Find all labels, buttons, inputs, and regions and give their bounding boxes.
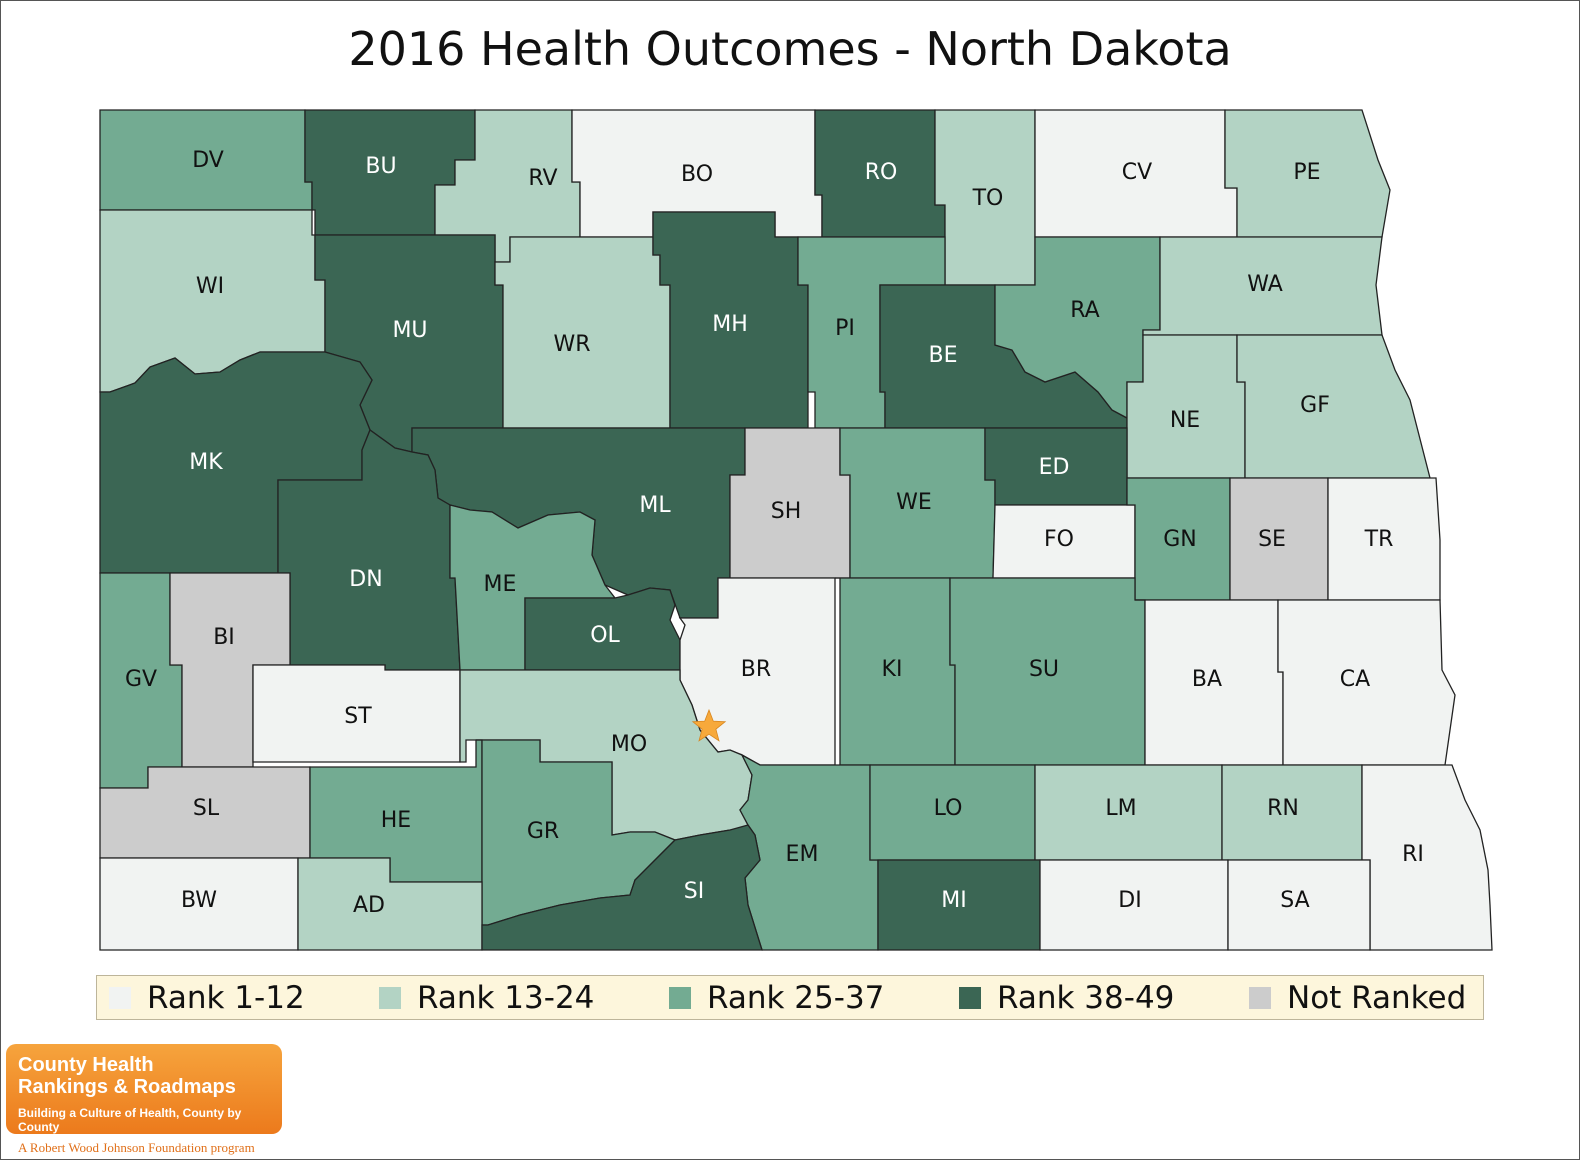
county-label-bu: BU (365, 154, 396, 179)
county-label-me: ME (484, 572, 517, 597)
county-label-se: SE (1258, 527, 1286, 552)
legend-item-not-ranked: Not Ranked (1249, 976, 1466, 1019)
county-label-be: BE (929, 343, 958, 368)
legend: Rank 1-12 Rank 13-24 Rank 25-37 Rank 38-49 N… (96, 975, 1484, 1020)
county-label-si: SI (684, 879, 704, 904)
county-label-cv: CV (1122, 160, 1152, 185)
county-si (481, 824, 763, 951)
county-tr (1327, 477, 1441, 601)
capital-star-icon (691, 708, 727, 742)
county-me (449, 504, 617, 671)
county-label-lo: LO (934, 796, 963, 821)
county-label-bo: BO (681, 162, 713, 187)
county-label-ol: OL (590, 623, 620, 648)
county-label-bi: BI (213, 625, 235, 650)
county-label-em: EM (786, 842, 819, 867)
legend-item-rank-1-12: Rank 1-12 (109, 976, 305, 1019)
legend-item-rank-25-37: Rank 25-37 (669, 976, 884, 1019)
legend-label: Rank 25-37 (707, 979, 885, 1016)
logo-tagline: Building a Culture of Health, County by … (18, 1106, 242, 1134)
logo-line-1: County Health (18, 1054, 154, 1076)
county-label-gn: GN (1163, 527, 1197, 552)
county-label-br: BR (741, 657, 771, 682)
legend-item-rank-38-49: Rank 38-49 (959, 976, 1174, 1019)
county-gf (1236, 334, 1431, 479)
county-label-sh: SH (771, 499, 802, 524)
county-label-lm: LM (1105, 796, 1136, 821)
county-label-to: TO (972, 186, 1004, 211)
county-label-ml: ML (639, 493, 671, 518)
legend-item-rank-13-24: Rank 13-24 (379, 976, 594, 1019)
legend-swatch (959, 986, 981, 1009)
logo-line-2: Rankings & Roadmaps (18, 1076, 236, 1098)
county-label-we: WE (896, 490, 932, 515)
county-label-wr: WR (553, 332, 590, 357)
county-label-ad: AD (353, 893, 385, 918)
county-label-ri: RI (1402, 842, 1424, 867)
legend-swatch (669, 986, 691, 1009)
county-label-he: HE (381, 808, 411, 833)
county-label-rv: RV (528, 166, 557, 191)
county-label-wa: WA (1247, 272, 1283, 297)
legend-label: Rank 1-12 (147, 979, 305, 1016)
county-label-ca: CA (1340, 667, 1370, 692)
county-sa (1227, 859, 1371, 951)
legend-label: Rank 38-49 (997, 979, 1175, 1016)
county-label-ed: ED (1039, 455, 1070, 480)
county-label-ki: KI (882, 657, 903, 682)
county-label-st: ST (344, 704, 372, 729)
county-label-su: SU (1029, 657, 1059, 682)
county-label-ro: RO (865, 160, 898, 185)
county-label-sa: SA (1280, 888, 1309, 913)
county-health-rankings-logo: County Health Rankings & Roadmaps Buildi… (6, 1044, 282, 1134)
county-label-ra: RA (1070, 298, 1099, 323)
legend-swatch (379, 986, 401, 1009)
legend-swatch (1249, 986, 1271, 1009)
county-ad (297, 857, 483, 951)
county-ne (1126, 334, 1246, 479)
map-title: 2016 Health Outcomes - North Dakota (348, 22, 1232, 76)
county-label-ne: NE (1170, 408, 1200, 433)
county-label-fo: FO (1044, 527, 1074, 552)
county-label-mh: MH (712, 312, 748, 337)
county-label-bw: BW (181, 888, 217, 913)
county-labels-layer: DV BU RV BO RO TO CV PE WI MU WR MH PI BE RA WA NE GF MK ML… (125, 148, 1424, 918)
counties-layer (99, 109, 1493, 951)
legend-swatch (109, 986, 131, 1009)
county-label-mu: MU (392, 318, 427, 343)
county-label-sl: SL (193, 796, 220, 821)
county-label-gf: GF (1300, 393, 1330, 418)
county-label-ba: BA (1192, 667, 1222, 692)
county-label-pi: PI (835, 316, 855, 341)
county-label-mi: MI (941, 888, 966, 913)
county-label-dv: DV (192, 148, 224, 173)
county-label-tr: TR (1364, 527, 1394, 552)
county-label-rn: RN (1267, 796, 1299, 821)
county-label-mk: MK (189, 450, 223, 475)
county-ri (1361, 764, 1493, 951)
county-label-gv: GV (125, 667, 157, 692)
legend-label: Not Ranked (1287, 979, 1467, 1016)
logo-subtitle: A Robert Wood Johnson Foundation program (18, 1140, 255, 1155)
county-label-dn: DN (349, 567, 382, 592)
county-label-di: DI (1118, 888, 1141, 913)
legend-label: Rank 13-24 (417, 979, 595, 1016)
county-label-mo: MO (611, 732, 647, 757)
county-label-wi: WI (196, 274, 224, 299)
county-label-gr: GR (527, 819, 559, 844)
county-label-pe: PE (1293, 160, 1320, 185)
